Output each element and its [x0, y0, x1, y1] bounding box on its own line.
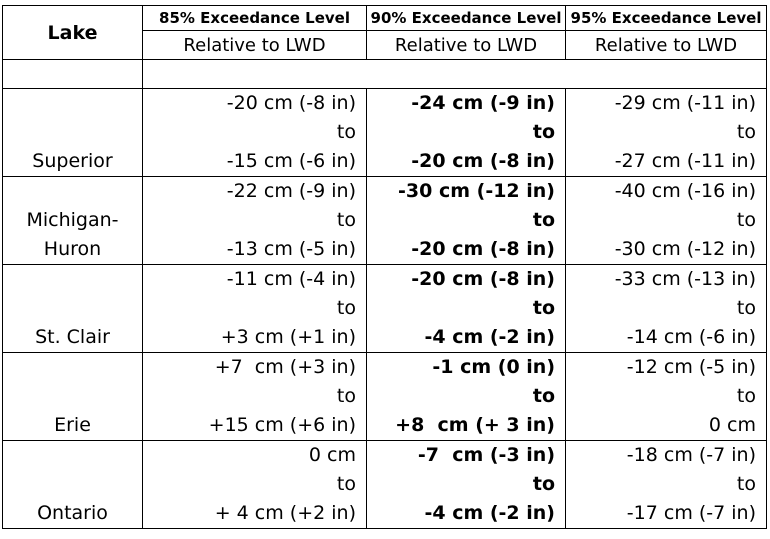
range-to-label: to — [336, 121, 356, 143]
table-row: Erie +7 cm (+3 in) to +15 cm (+6 in) -1 cm (… — [2, 352, 767, 441]
subheader-85-relative: Relative to LWD — [142, 30, 367, 60]
cell-90: -24 cm (-9 in) to -20 cm (-8 in) — [366, 88, 566, 177]
range-start-value: -20 cm (-8 in) — [411, 268, 555, 290]
cell-90: -7 cm (-3 in) to -4 cm (-2 in) — [366, 440, 566, 529]
range-start-value: -11 cm (-4 in) — [226, 268, 356, 290]
range-to-label: to — [532, 209, 555, 231]
range-end-value: + 4 cm (+2 in) — [214, 502, 356, 524]
range-to-label: to — [336, 297, 356, 319]
cell-90: -1 cm (0 in) to +8 cm (+ 3 in) — [366, 352, 566, 441]
lake-column-header: Lake — [2, 5, 143, 60]
spacer-cell-wide — [142, 59, 767, 89]
range-end-value: +15 cm (+6 in) — [208, 414, 356, 436]
range-start-value: -24 cm (-9 in) — [411, 92, 555, 114]
range-end-value: 0 cm — [708, 414, 756, 436]
range-end-value: -4 cm (-2 in) — [424, 502, 555, 524]
lake-name-line — [3, 177, 142, 206]
lake-name-line: St. Clair — [35, 326, 110, 348]
range-to-label: to — [736, 121, 756, 143]
range-end-value: -17 cm (-7 in) — [626, 502, 756, 524]
cell-95: -29 cm (-11 in) to -27 cm (-11 in) — [565, 88, 767, 177]
range-start-value: -30 cm (-12 in) — [398, 180, 555, 202]
range-end-value: -27 cm (-11 in) — [614, 150, 756, 172]
range-start-value: -40 cm (-16 in) — [614, 180, 756, 202]
lake-name-line — [3, 89, 142, 118]
table-body: Superior -20 cm (-8 in) to -15 cm (-6 in) -2… — [2, 88, 767, 529]
cell-85: -20 cm (-8 in) to -15 cm (-6 in) — [142, 88, 367, 177]
header-90-exceedance: 90% Exceedance Level — [366, 5, 566, 31]
range-to-label: to — [736, 297, 756, 319]
lake-name-cell: Michigan- Huron — [2, 176, 143, 265]
range-start-value: -1 cm (0 in) — [432, 356, 555, 378]
range-end-value: -20 cm (-8 in) — [411, 238, 555, 260]
range-start-value: -20 cm (-8 in) — [226, 92, 356, 114]
cell-85: -11 cm (-4 in) to +3 cm (+1 in) — [142, 264, 367, 353]
range-end-value: -20 cm (-8 in) — [411, 150, 555, 172]
lake-name-line — [3, 470, 142, 499]
range-end-value: -14 cm (-6 in) — [626, 326, 756, 348]
range-start-value: -18 cm (-7 in) — [626, 444, 756, 466]
range-start-value: 0 cm — [308, 444, 356, 466]
cell-95: -18 cm (-7 in) to -17 cm (-7 in) — [565, 440, 767, 529]
table-row: St. Clair -11 cm (-4 in) to +3 cm (+1 in) -2… — [2, 264, 767, 353]
cell-90: -20 cm (-8 in) to -4 cm (-2 in) — [366, 264, 566, 353]
lake-name-line: Superior — [32, 150, 113, 172]
lake-name-line — [3, 294, 142, 323]
range-to-label: to — [336, 473, 356, 495]
cell-85: +7 cm (+3 in) to +15 cm (+6 in) — [142, 352, 367, 441]
lake-name-line: Michigan- — [26, 209, 119, 231]
table-row: Ontario 0 cm to + 4 cm (+2 in) -7 cm (-3 in)… — [2, 440, 767, 529]
range-end-value: -30 cm (-12 in) — [614, 238, 756, 260]
lake-name-cell: St. Clair — [2, 264, 143, 353]
header-85-exceedance: 85% Exceedance Level — [142, 5, 367, 31]
lake-name-line: Huron — [43, 238, 102, 260]
spacer-cell — [2, 59, 143, 89]
range-end-value: -13 cm (-5 in) — [226, 238, 356, 260]
range-start-value: -12 cm (-5 in) — [626, 356, 756, 378]
range-end-value: -4 cm (-2 in) — [424, 326, 555, 348]
lake-name-line — [3, 382, 142, 411]
range-to-label: to — [532, 121, 555, 143]
range-end-value: +3 cm (+1 in) — [220, 326, 356, 348]
range-start-value: -7 cm (-3 in) — [417, 444, 555, 466]
lake-name-line — [3, 441, 142, 470]
exceedance-table: Lake 85% Exceedance Level 90% Exceedance… — [2, 5, 767, 529]
subheader-95-relative: Relative to LWD — [565, 30, 767, 60]
lake-name-cell: Erie — [2, 352, 143, 441]
cell-85: -22 cm (-9 in) to -13 cm (-5 in) — [142, 176, 367, 265]
range-to-label: to — [532, 473, 555, 495]
range-end-value: -15 cm (-6 in) — [226, 150, 356, 172]
subheader-90-relative: Relative to LWD — [366, 30, 566, 60]
range-to-label: to — [532, 297, 555, 319]
range-start-value: -33 cm (-13 in) — [614, 268, 756, 290]
range-start-value: +7 cm (+3 in) — [214, 356, 356, 378]
table-row: Superior -20 cm (-8 in) to -15 cm (-6 in) -2… — [2, 88, 767, 177]
range-to-label: to — [736, 473, 756, 495]
lake-name-line — [3, 265, 142, 294]
range-to-label: to — [532, 385, 555, 407]
range-start-value: -22 cm (-9 in) — [226, 180, 356, 202]
spacer-row — [2, 59, 767, 89]
lake-name-line: Erie — [54, 414, 91, 436]
table-row: Michigan- Huron -22 cm (-9 in) to -13 cm (-5… — [2, 176, 767, 265]
cell-85: 0 cm to + 4 cm (+2 in) — [142, 440, 367, 529]
header-95-exceedance: 95% Exceedance Level — [565, 5, 767, 31]
lake-name-cell: Superior — [2, 88, 143, 177]
cell-95: -33 cm (-13 in) to -14 cm (-6 in) — [565, 264, 767, 353]
range-to-label: to — [336, 385, 356, 407]
cell-95: -40 cm (-16 in) to -30 cm (-12 in) — [565, 176, 767, 265]
range-to-label: to — [336, 209, 356, 231]
lake-name-cell: Ontario — [2, 440, 143, 529]
cell-90: -30 cm (-12 in) to -20 cm (-8 in) — [366, 176, 566, 265]
lake-name-line — [3, 353, 142, 382]
range-start-value: -29 cm (-11 in) — [614, 92, 756, 114]
range-to-label: to — [736, 209, 756, 231]
lake-name-line — [3, 118, 142, 147]
cell-95: -12 cm (-5 in) to 0 cm — [565, 352, 767, 441]
lake-name-line: Ontario — [37, 502, 108, 524]
range-end-value: +8 cm (+ 3 in) — [395, 414, 555, 436]
range-to-label: to — [736, 385, 756, 407]
